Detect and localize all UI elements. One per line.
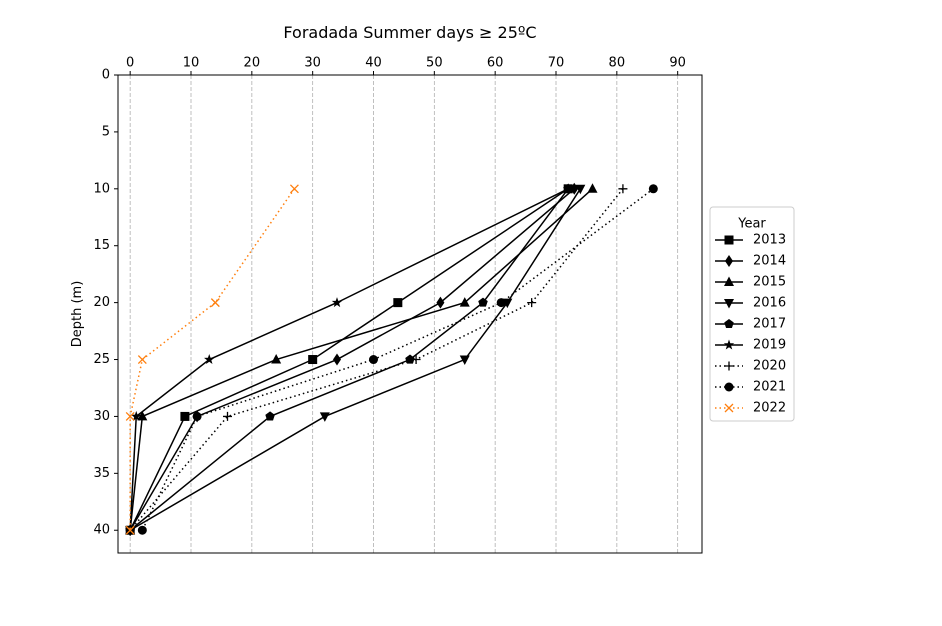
plot-area xyxy=(124,75,679,553)
marker xyxy=(496,298,506,308)
marker xyxy=(411,355,421,365)
y-tick-label: 35 xyxy=(93,466,110,481)
legend-label: 2017 xyxy=(753,317,786,332)
x-tick-label: 30 xyxy=(304,56,321,71)
x-tick-label: 10 xyxy=(183,56,200,71)
y-tick-label: 20 xyxy=(93,295,110,310)
legend-label: 2015 xyxy=(753,275,786,290)
marker xyxy=(618,184,628,194)
marker xyxy=(125,525,135,535)
x-tick-label: 50 xyxy=(426,56,443,71)
marker xyxy=(333,353,341,366)
marker xyxy=(587,183,598,193)
marker xyxy=(459,297,470,307)
marker xyxy=(271,354,282,364)
marker xyxy=(478,297,488,307)
x-tick-label: 40 xyxy=(365,56,382,71)
x-tick-label: 60 xyxy=(487,56,504,71)
marker xyxy=(331,297,343,308)
marker xyxy=(724,276,734,286)
y-tick-label: 40 xyxy=(93,523,110,538)
legend-label: 2013 xyxy=(753,233,786,248)
series-line xyxy=(129,188,575,531)
y-tick-label: 0 xyxy=(102,68,110,83)
x-tick-label: 90 xyxy=(669,56,686,71)
marker xyxy=(289,184,299,194)
marker xyxy=(125,411,135,421)
marker xyxy=(724,403,734,413)
marker xyxy=(265,411,275,421)
y-tick-label: 5 xyxy=(102,124,110,139)
legend-label: 2019 xyxy=(753,338,786,353)
legend-label: 2014 xyxy=(753,254,786,269)
marker xyxy=(724,319,734,329)
legend-title: Year xyxy=(737,217,766,232)
series-line xyxy=(129,188,569,531)
y-axis-label: Depth (m) xyxy=(70,281,85,348)
marker xyxy=(210,298,220,308)
plot-frame xyxy=(117,74,703,554)
marker xyxy=(723,339,735,350)
marker xyxy=(308,355,318,365)
marker xyxy=(459,355,470,366)
x-tick-label: 70 xyxy=(548,56,565,71)
marker xyxy=(436,296,445,309)
series-line xyxy=(129,188,581,531)
y-tick-label: 10 xyxy=(93,181,110,196)
x-tick-label: 20 xyxy=(244,56,261,71)
marker xyxy=(131,410,142,421)
x-tick-label: 0 xyxy=(126,56,134,71)
x-tick-label: 80 xyxy=(609,56,626,71)
marker xyxy=(204,354,215,364)
marker xyxy=(724,235,734,245)
marker xyxy=(223,411,232,421)
marker xyxy=(369,355,378,365)
marker xyxy=(575,184,586,195)
chart-title: Foradada Summer days ≥ 25ºC xyxy=(283,23,536,42)
series-line xyxy=(129,188,593,531)
marker xyxy=(319,412,330,422)
series-line xyxy=(129,188,569,531)
marker xyxy=(527,298,537,308)
marker xyxy=(180,411,190,421)
y-tick-label: 25 xyxy=(93,352,110,367)
y-tick-label: 15 xyxy=(93,238,110,253)
y-tick-label: 30 xyxy=(93,409,110,424)
legend-label: 2016 xyxy=(753,296,786,311)
marker xyxy=(393,298,403,308)
legend-label: 2020 xyxy=(753,359,786,374)
marker xyxy=(724,299,734,309)
marker xyxy=(137,410,148,421)
legend-label: 2022 xyxy=(753,401,786,416)
marker xyxy=(137,355,147,364)
marker xyxy=(724,382,734,392)
legend-label: 2021 xyxy=(753,380,786,395)
marker xyxy=(192,411,202,421)
marker xyxy=(725,255,733,267)
marker xyxy=(562,183,574,194)
marker xyxy=(724,361,734,371)
marker xyxy=(137,525,147,535)
marker xyxy=(405,354,415,364)
marker xyxy=(648,184,658,194)
series-line xyxy=(129,188,569,531)
